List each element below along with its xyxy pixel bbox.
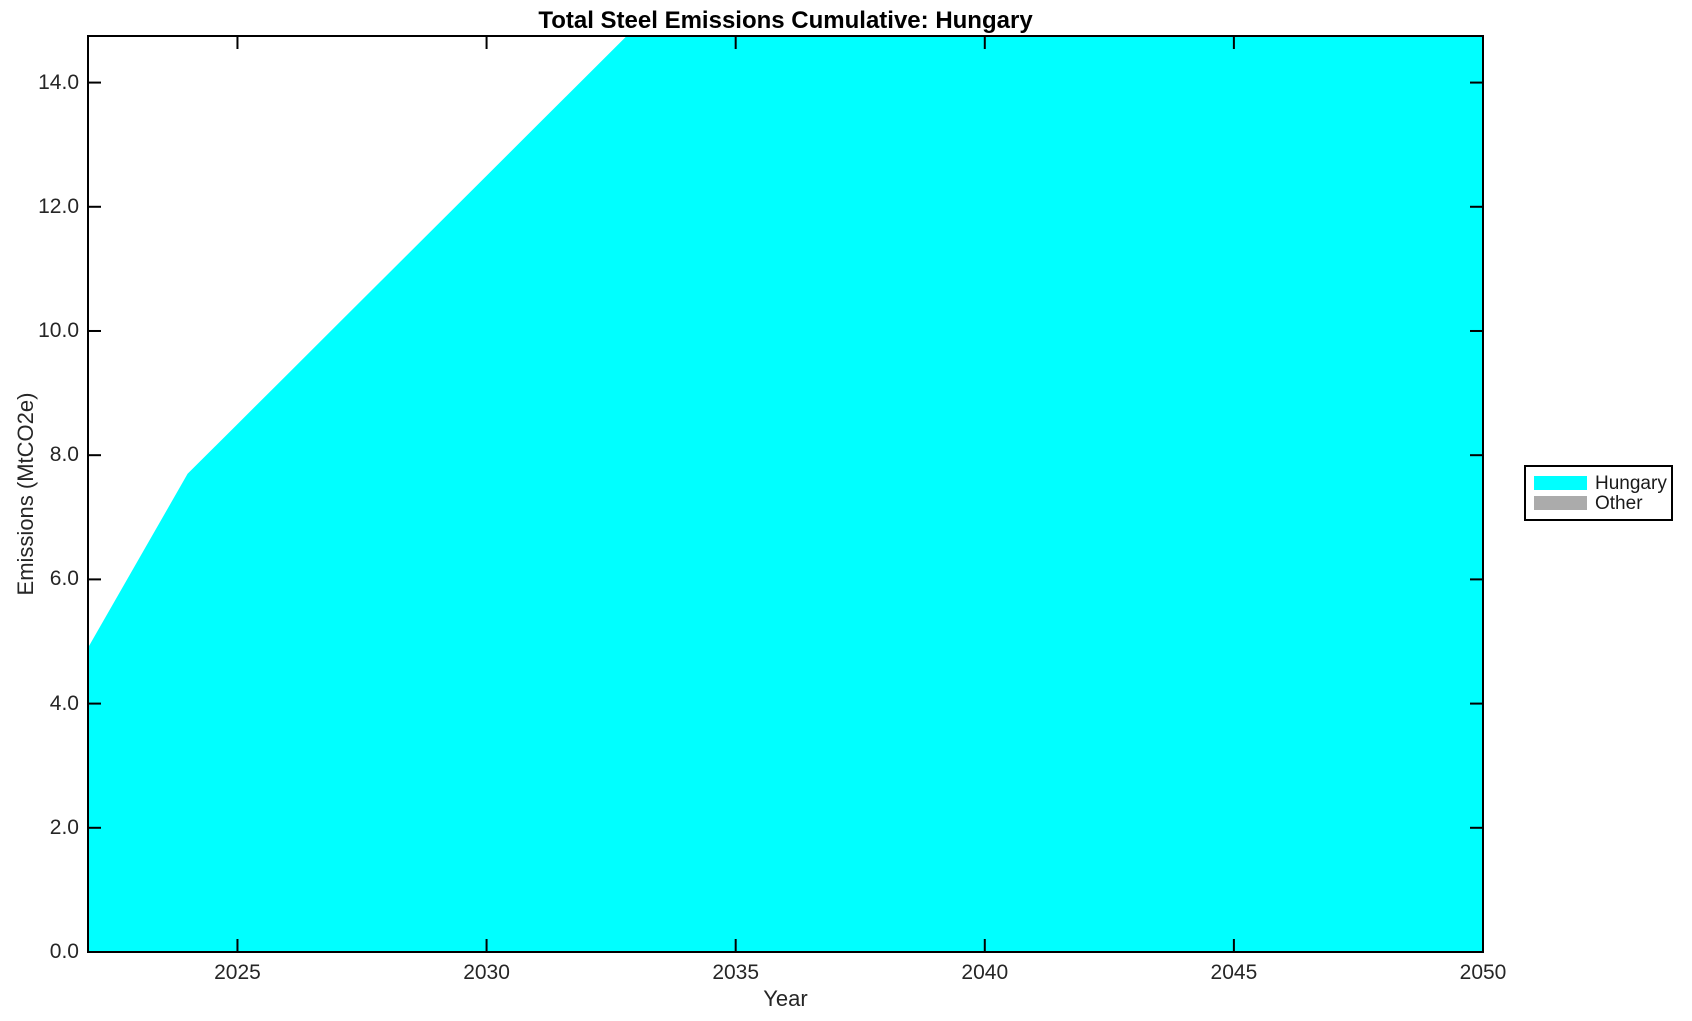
y-axis-label: Emissions (MtCO2e) bbox=[13, 392, 38, 596]
x-tick-label: 2025 bbox=[214, 961, 261, 984]
x-axis-label: Year bbox=[763, 986, 808, 1011]
legend-entry-hungary: Hungary bbox=[1534, 473, 1667, 493]
legend-label-hungary: Hungary bbox=[1595, 472, 1667, 494]
y-tick-label: 0.0 bbox=[49, 940, 79, 963]
x-tick-label: 2030 bbox=[463, 961, 510, 984]
y-tick-label: 4.0 bbox=[49, 691, 79, 715]
area-series-hungary bbox=[88, 36, 1483, 952]
y-tick-label: 8.0 bbox=[49, 443, 79, 467]
legend-entry-other: Other bbox=[1534, 493, 1663, 513]
legend: Hungary Other bbox=[1524, 465, 1673, 521]
x-tick-label: 2050 bbox=[1459, 961, 1507, 984]
legend-swatch-other bbox=[1534, 496, 1587, 510]
y-tick-label: 2.0 bbox=[49, 815, 79, 839]
legend-label-other: Other bbox=[1595, 492, 1643, 514]
y-tick-label: 14.0 bbox=[38, 70, 79, 94]
chart-title: Total Steel Emissions Cumulative: Hungar… bbox=[538, 7, 1033, 34]
x-tick-label: 2040 bbox=[961, 961, 1009, 984]
x-tick-label: 2045 bbox=[1210, 961, 1258, 984]
legend-swatch-hungary bbox=[1534, 476, 1587, 490]
y-tick-label: 12.0 bbox=[38, 194, 79, 218]
axes-box bbox=[87, 35, 1484, 953]
x-tick-label: 2035 bbox=[712, 961, 760, 984]
y-tick-label: 10.0 bbox=[38, 318, 79, 342]
y-tick-label: 6.0 bbox=[49, 567, 79, 591]
